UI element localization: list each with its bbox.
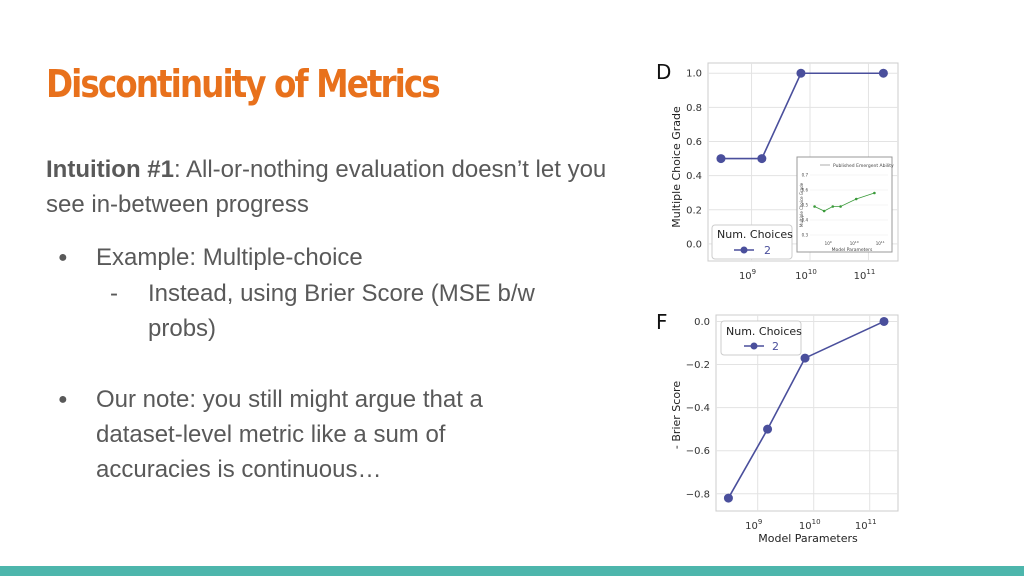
inset-x-tick: 1011: [876, 240, 885, 246]
y-tick-label: 0.8: [686, 103, 702, 114]
data-point: [723, 493, 733, 503]
data-point: [878, 68, 888, 78]
y-tick-label: −0.8: [686, 489, 710, 500]
inset-grid: [810, 174, 888, 236]
data-point: [757, 154, 767, 164]
legend-entry: 2: [764, 244, 771, 257]
x-tick-label: 1011: [855, 518, 877, 532]
legend-box: [720, 320, 802, 356]
inset-y-ticks: 0.3 0.4 0.5 0.6 0.7: [802, 173, 809, 238]
data-point: [763, 424, 773, 434]
slide-title: Discontinuity of Metrics: [46, 62, 441, 106]
inset-y-tick: 0.7: [802, 173, 809, 178]
y-tick-label: 0.4: [686, 171, 702, 182]
data-point: [800, 353, 810, 363]
inset-data-point: [813, 205, 816, 208]
data-point: [796, 68, 806, 78]
legend-entry: 2: [772, 340, 779, 353]
inset-y-tick: 0.5: [802, 203, 809, 208]
x-tick-label: 109: [745, 518, 762, 532]
legend: Num. Choices 2: [720, 320, 802, 356]
y-tick-label: 0.0: [694, 317, 710, 328]
inset-y-tick: 0.3: [802, 233, 809, 238]
intuition-paragraph: Intuition #1: All-or-nothing evaluation …: [46, 152, 626, 222]
sub-bullet-text: Instead, using Brier Score (MSE b/w prob…: [148, 280, 535, 342]
y-tick-label: 0.0: [686, 239, 702, 250]
inset-y-label: Multiple Choice Grade: [799, 182, 804, 227]
inset-y-tick: 0.4: [802, 218, 809, 223]
y-tick-label: −0.2: [686, 360, 710, 371]
legend-box: [711, 224, 793, 260]
inset-data-point: [822, 209, 826, 213]
inset-data-point: [839, 205, 842, 208]
bullet-marker: ●: [58, 391, 68, 408]
inset-data-point: [873, 191, 876, 195]
inset-x-label: Model Parameters: [832, 247, 873, 253]
panel-label: F: [656, 310, 668, 334]
inset-chart: Published Emergent Ability 0.30.40.50.60…: [796, 156, 894, 253]
legend-marker: [750, 342, 758, 350]
y-tick-label: 0.6: [686, 137, 702, 148]
inset-x-tick: 109: [825, 240, 832, 246]
inset-series: [813, 191, 876, 213]
panel-label: D: [656, 60, 671, 84]
chart-f: F −0.8 −0.6 −0.4 −0.2 0.0 109 1010 1011 - Brie…: [656, 310, 899, 545]
y-tick-labels: −0.8 −0.6 −0.4 −0.2 0.0: [686, 317, 710, 500]
x-tick-labels: 109 1010 1011: [739, 268, 875, 282]
series-line: [727, 320, 885, 499]
legend-title: Num. Choices: [717, 228, 793, 241]
chart-d: D 0.0 0.2 0.4 0.6 0.8 1.0 109 1010 1011 Multipl…: [656, 60, 899, 282]
legend-title: Num. Choices: [726, 325, 802, 338]
bullet-text: Example: Multiple-choice: [96, 244, 363, 271]
inset-data-point: [854, 197, 858, 201]
y-tick-label: 1.0: [686, 69, 702, 80]
x-tick-label: 1011: [854, 268, 876, 282]
y-tick-label: −0.6: [686, 446, 710, 457]
x-tick-label: 109: [739, 268, 756, 282]
x-tick-label: 1010: [795, 268, 817, 282]
y-tick-label: 0.2: [686, 205, 702, 216]
inset-x-tick: 1010: [850, 240, 859, 246]
y-axis-label: - Brier Score: [670, 381, 683, 449]
inset-series-line: [814, 192, 875, 212]
inset-y-tick: 0.6: [802, 188, 809, 193]
x-axis-label: Model Parameters: [758, 532, 858, 545]
bullet-text: Our note: you still might argue that a d…: [96, 386, 483, 483]
legend-marker: [740, 246, 748, 254]
bullet-marker: ●: [58, 249, 68, 266]
inset-data-point: [831, 205, 835, 208]
x-tick-label: 1010: [799, 518, 821, 532]
inset-legend: Published Emergent Ability: [833, 163, 894, 169]
intuition-label: Intuition #1: [46, 156, 174, 183]
x-tick-labels: 109 1010 1011: [745, 518, 876, 532]
series-2: [723, 316, 889, 503]
legend: Num. Choices 2: [711, 224, 793, 260]
data-point: [879, 316, 889, 326]
y-tick-labels: 0.0 0.2 0.4 0.6 0.8 1.0: [686, 69, 702, 251]
y-tick-label: −0.4: [686, 403, 710, 414]
bottom-accent-bar: [0, 566, 1024, 576]
sub-bullet-marker: -: [110, 280, 118, 307]
inset-x-ticks: 109 1010 1011: [825, 240, 885, 246]
series-2: [716, 68, 888, 164]
y-axis-label: Multiple Choice Grade: [670, 106, 683, 228]
data-point: [716, 154, 726, 164]
intuition-text: : All-or-nothing evaluation doesn’t let …: [46, 156, 607, 218]
series-line: [720, 72, 884, 160]
